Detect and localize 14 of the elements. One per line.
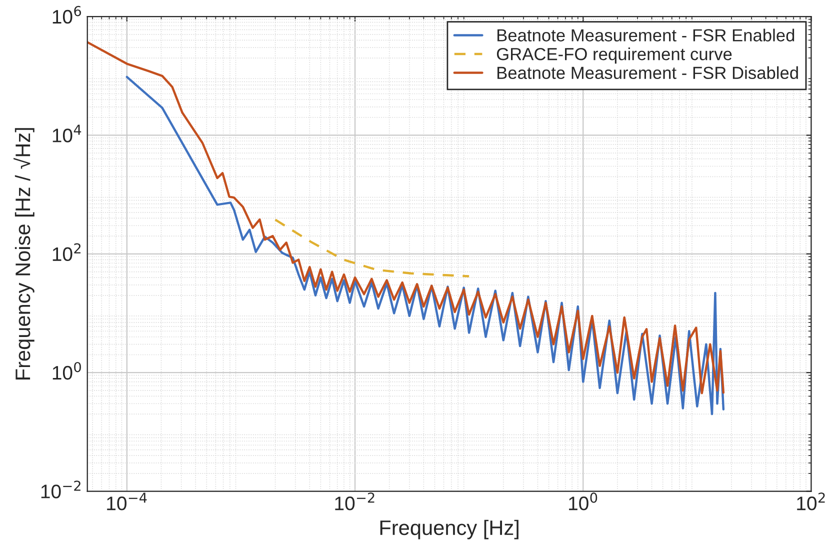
y-tick-label: 10$^{2}$ (52, 243, 80, 262)
y-tick-label: 10$^{−2}$ (41, 480, 80, 498)
x-tick-label: 10$^{−2}$ (335, 492, 374, 510)
x-tick-label: 10$^{2}$ (797, 492, 825, 510)
y-tick-label: 10$^{4}$ (52, 124, 82, 142)
legend-label: Beatnote Measurement - FSR Disabled (497, 66, 798, 80)
x-tick-label: 10$^{0}$ (569, 492, 598, 510)
x-tick-label: 10$^{−4}$ (107, 492, 147, 510)
y-tick-label: 10$^{6}$ (52, 6, 82, 24)
y-tick-label: 10$^{0}$ (52, 362, 81, 380)
y-axis-title: Frequency Noise [Hz / √Hz] (14, 128, 34, 380)
legend-label: GRACE-FO requirement curve (496, 48, 732, 64)
legend-label: Beatnote Measurement - FSR Enabled (497, 28, 794, 42)
x-axis-title: Frequency [Hz] (380, 520, 518, 540)
